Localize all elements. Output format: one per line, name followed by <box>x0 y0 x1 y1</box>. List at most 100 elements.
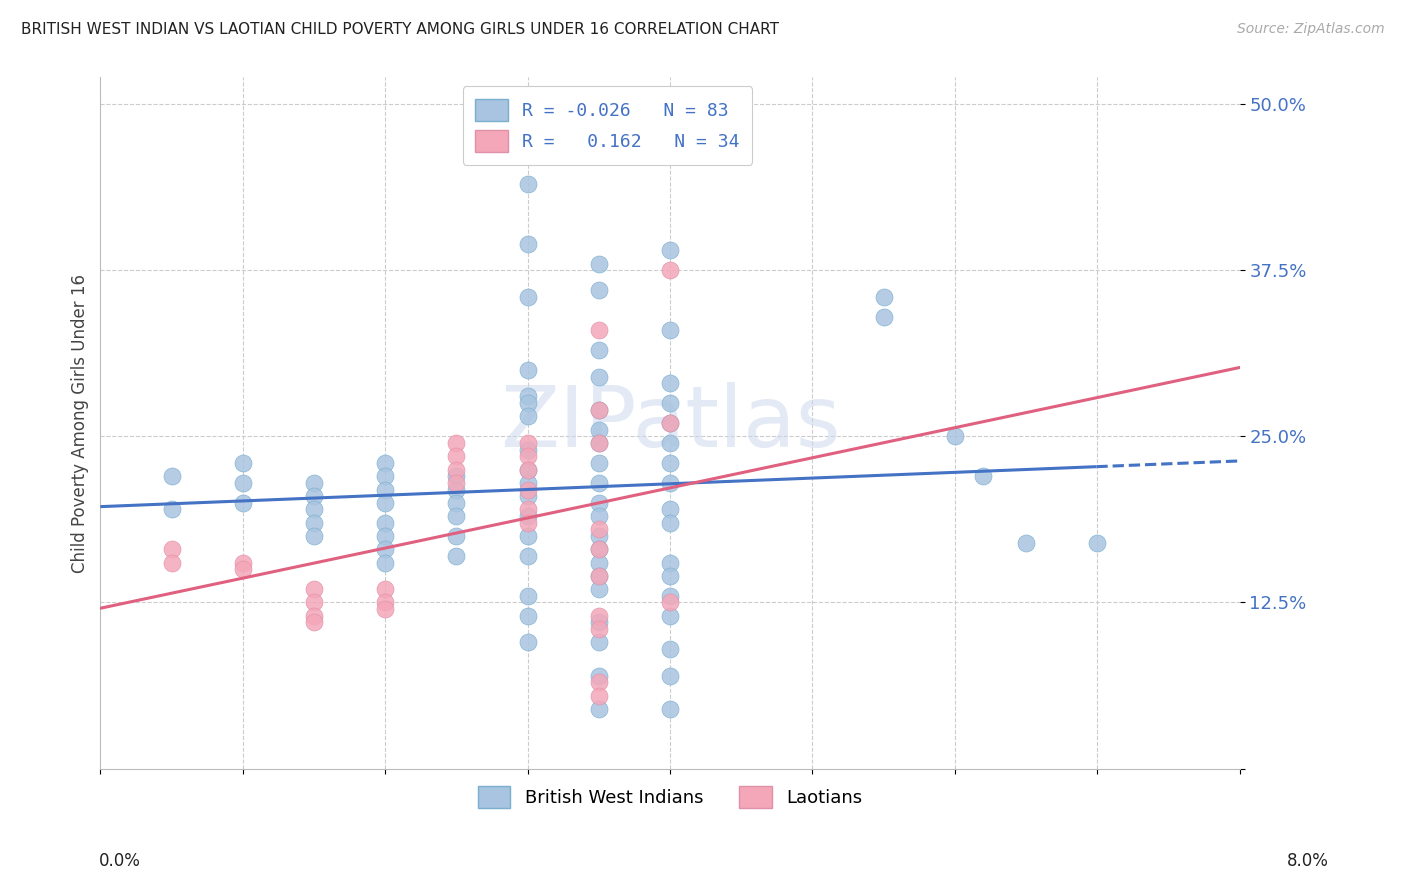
Point <box>658 475 681 490</box>
Point <box>516 589 538 603</box>
Point <box>232 562 254 576</box>
Point <box>658 608 681 623</box>
Point <box>302 615 325 630</box>
Point <box>302 502 325 516</box>
Point <box>446 483 468 497</box>
Point <box>232 556 254 570</box>
Point <box>446 450 468 464</box>
Point <box>374 582 396 597</box>
Y-axis label: Child Poverty Among Girls Under 16: Child Poverty Among Girls Under 16 <box>72 274 89 573</box>
Point <box>872 310 894 324</box>
Point <box>588 283 610 297</box>
Point <box>232 456 254 470</box>
Point <box>658 589 681 603</box>
Point <box>374 602 396 616</box>
Point <box>516 549 538 563</box>
Point <box>302 595 325 609</box>
Point <box>588 436 610 450</box>
Point <box>588 569 610 583</box>
Point <box>446 509 468 524</box>
Point <box>516 509 538 524</box>
Point <box>658 702 681 716</box>
Point <box>302 475 325 490</box>
Point <box>588 689 610 703</box>
Point <box>302 582 325 597</box>
Text: ZIPatlas: ZIPatlas <box>499 382 841 465</box>
Point <box>374 542 396 557</box>
Point <box>588 323 610 337</box>
Point <box>588 509 610 524</box>
Point <box>588 529 610 543</box>
Point <box>516 462 538 476</box>
Point <box>446 462 468 476</box>
Point <box>516 396 538 410</box>
Point <box>160 556 183 570</box>
Point <box>588 256 610 270</box>
Point <box>588 343 610 357</box>
Point <box>374 556 396 570</box>
Point <box>446 469 468 483</box>
Point <box>374 529 396 543</box>
Point <box>160 469 183 483</box>
Point <box>658 456 681 470</box>
Point <box>588 522 610 536</box>
Point <box>516 462 538 476</box>
Point <box>588 668 610 682</box>
Point <box>1085 535 1108 549</box>
Point <box>446 549 468 563</box>
Point <box>446 529 468 543</box>
Point <box>872 290 894 304</box>
Point <box>516 436 538 450</box>
Point <box>658 668 681 682</box>
Point <box>588 423 610 437</box>
Point <box>516 442 538 457</box>
Point <box>446 475 468 490</box>
Point <box>374 483 396 497</box>
Point <box>588 556 610 570</box>
Point <box>588 615 610 630</box>
Point <box>374 595 396 609</box>
Point <box>516 516 538 530</box>
Point <box>516 502 538 516</box>
Point <box>588 582 610 597</box>
Point <box>446 496 468 510</box>
Point <box>302 489 325 503</box>
Text: 0.0%: 0.0% <box>98 852 141 870</box>
Point <box>516 489 538 503</box>
Point <box>658 595 681 609</box>
Point <box>516 177 538 191</box>
Point <box>588 436 610 450</box>
Point <box>232 496 254 510</box>
Text: Source: ZipAtlas.com: Source: ZipAtlas.com <box>1237 22 1385 37</box>
Point <box>588 542 610 557</box>
Point <box>516 389 538 403</box>
Point <box>658 516 681 530</box>
Point <box>658 323 681 337</box>
Point <box>302 516 325 530</box>
Point <box>516 475 538 490</box>
Point <box>658 436 681 450</box>
Point <box>374 469 396 483</box>
Point <box>658 502 681 516</box>
Point <box>374 456 396 470</box>
Point <box>658 569 681 583</box>
Point <box>516 236 538 251</box>
Point <box>516 483 538 497</box>
Legend: British West Indians, Laotians: British West Indians, Laotians <box>471 779 869 815</box>
Point <box>302 608 325 623</box>
Point <box>232 475 254 490</box>
Point <box>588 635 610 649</box>
Point <box>588 496 610 510</box>
Point <box>516 608 538 623</box>
Point <box>160 542 183 557</box>
Point <box>588 542 610 557</box>
Point <box>374 516 396 530</box>
Point <box>516 290 538 304</box>
Point <box>943 429 966 443</box>
Point <box>658 642 681 657</box>
Point <box>588 402 610 417</box>
Point <box>588 622 610 636</box>
Point <box>588 475 610 490</box>
Point <box>516 450 538 464</box>
Point <box>588 369 610 384</box>
